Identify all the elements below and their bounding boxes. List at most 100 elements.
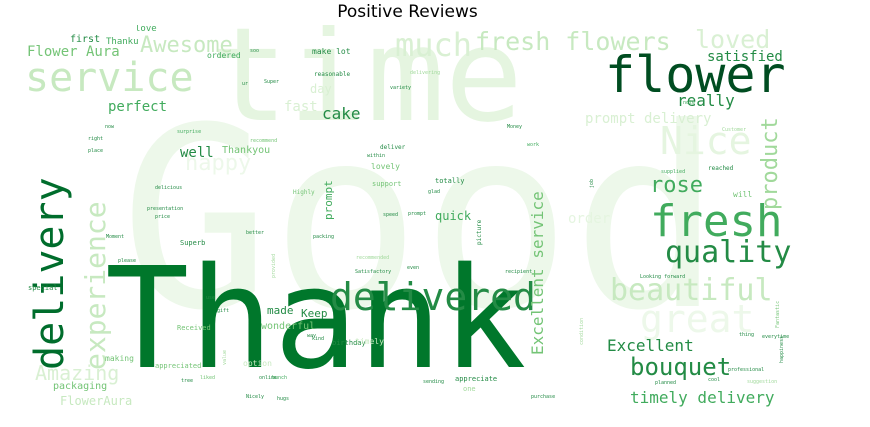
- word-love: love: [135, 25, 157, 34]
- word-price: price: [155, 214, 171, 220]
- word-looking-forward: Looking forward: [640, 274, 686, 280]
- word-product: product: [758, 117, 783, 210]
- word-service: service: [25, 55, 194, 101]
- word-satisfied: satisfied: [707, 49, 783, 65]
- word-thankyou: Thankyou: [222, 145, 271, 156]
- word-please: please: [118, 258, 137, 264]
- word-money: Money: [507, 124, 523, 130]
- word-way: way: [307, 333, 317, 339]
- word-received: Received: [177, 324, 211, 332]
- word-happy: happy: [185, 151, 252, 176]
- word-cool: cool: [708, 377, 721, 383]
- word-appreciate: appreciate: [455, 375, 498, 383]
- chart-title: Positive Reviews: [337, 2, 478, 22]
- word-quality: quality: [665, 235, 792, 270]
- word-prompt: prompt: [408, 211, 427, 217]
- word-order: order: [568, 211, 611, 227]
- word-moment: Moment: [106, 234, 125, 240]
- word-highly: Highly: [293, 189, 315, 196]
- word-now: now: [105, 124, 115, 130]
- word-liked: liked: [200, 375, 216, 381]
- word-keep: Keep: [301, 307, 328, 320]
- word-one: one: [463, 385, 476, 393]
- word-excellent-service: Excellent service: [528, 191, 547, 355]
- word-provided: provided: [271, 253, 277, 278]
- word-flower-aura: Flower Aura: [27, 44, 120, 60]
- word-recommended: recommended: [356, 255, 390, 261]
- word-appreciated: appreciated: [155, 362, 202, 370]
- word-first: first: [70, 34, 101, 45]
- word-thing: thing: [739, 332, 755, 338]
- word-wonderful: wonderful: [261, 321, 316, 332]
- word-packaging: packaging: [53, 381, 108, 392]
- word-really: really: [677, 91, 735, 110]
- word-lovely: lovely: [371, 162, 400, 171]
- word-better: better: [246, 230, 265, 236]
- word-delivery: delivery: [27, 177, 73, 370]
- word-right: right: [88, 136, 104, 142]
- word-variety: variety: [390, 85, 412, 91]
- word-ordered: ordered: [207, 51, 241, 60]
- word-made: made: [267, 304, 294, 317]
- word-rose: rose: [650, 173, 703, 198]
- word-great: great: [640, 297, 755, 341]
- word-place: place: [88, 148, 104, 154]
- word-perfect: perfect: [108, 99, 168, 115]
- word-presentation: presentation: [147, 206, 184, 212]
- word-birthday: birthday: [332, 339, 366, 347]
- word-purchase: purchase: [531, 394, 556, 400]
- word-even: even: [407, 265, 420, 271]
- word-delivering: delivering: [410, 70, 441, 76]
- word-packing: packing: [313, 234, 335, 240]
- word-deliver: deliver: [380, 144, 406, 151]
- word-timely: timely: [355, 337, 384, 346]
- word-kind: kind: [312, 336, 325, 342]
- word-time: time: [210, 25, 524, 151]
- word-prompt-delivery: prompt delivery: [585, 111, 712, 127]
- word-suggestion: suggestion: [747, 379, 778, 385]
- word-thank: Thank: [105, 238, 527, 401]
- word-will: will: [733, 190, 753, 199]
- word-cloud: Good time Thank service flower delivery Nice fr…: [10, 25, 805, 410]
- word-fast: fast: [284, 99, 318, 115]
- word-value: value: [222, 349, 228, 365]
- word-glad: glad: [428, 189, 441, 195]
- word-flower: flower: [605, 46, 786, 104]
- word-note: note: [683, 100, 696, 106]
- word-reached: reached: [708, 165, 734, 172]
- word-superb: Superb: [180, 239, 206, 247]
- word-planned: planned: [655, 380, 677, 386]
- word-delivered: delivered: [330, 275, 536, 319]
- word-use: use: [206, 295, 216, 301]
- word-beautiful: beautiful: [610, 273, 773, 308]
- word-timely-delivery: timely delivery: [630, 388, 775, 407]
- word-thanku: Thanku: [106, 37, 139, 47]
- word-customer: Customer: [722, 127, 747, 133]
- word-picture: picture: [476, 219, 483, 245]
- word-supplied: supplied: [661, 169, 686, 175]
- word-soo: soo: [250, 48, 260, 54]
- word-option: option: [243, 359, 272, 368]
- word-special: special: [28, 284, 58, 292]
- word-amazing: Amazing: [35, 361, 120, 385]
- word-within: within: [367, 153, 386, 159]
- word-super: Super: [264, 79, 280, 85]
- word-excellent: Excellent: [607, 336, 694, 355]
- word-bunch: bunch: [272, 375, 288, 381]
- word-recommend: recommend: [250, 138, 278, 144]
- word-cake: cake: [322, 104, 361, 123]
- word-support: support: [372, 180, 402, 188]
- word-fantastic: Fantastic: [775, 300, 781, 328]
- word-condition: condition: [579, 317, 585, 345]
- word-much: much: [395, 26, 473, 64]
- word-day: day: [310, 82, 332, 96]
- word-well: well: [180, 145, 214, 161]
- word-awesome: Awesome: [140, 33, 233, 58]
- word-delicious: delicious: [155, 185, 183, 191]
- word-totally: totally: [435, 177, 465, 185]
- word-gift: gift: [217, 308, 230, 314]
- word-job: job: [589, 178, 595, 188]
- word-recipient: recipient: [505, 269, 533, 275]
- word-reasonable: reasonable: [314, 71, 351, 78]
- word-tree: tree: [181, 378, 194, 384]
